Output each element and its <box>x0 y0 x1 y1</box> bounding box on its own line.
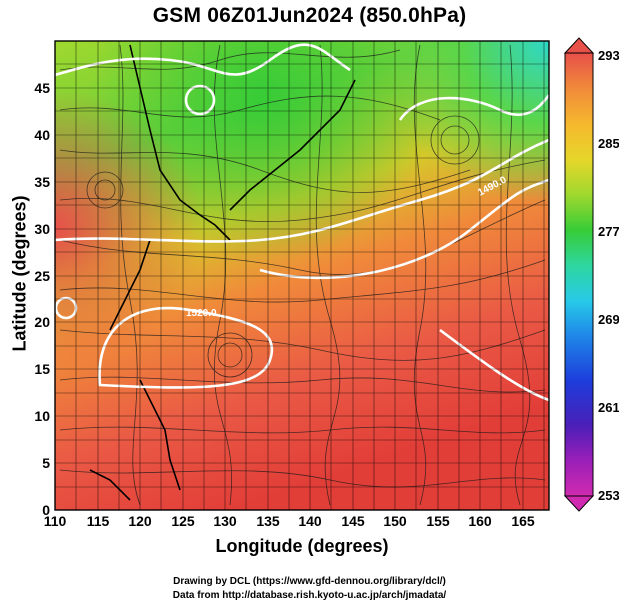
contour-label-1520: 1520.0 <box>186 308 217 319</box>
y-tick-label: 5 <box>42 455 50 471</box>
y-tick-label: 0 <box>42 502 50 518</box>
y-tick-label: 15 <box>34 361 50 377</box>
coastlines <box>89 44 356 501</box>
lat-lon-grid <box>55 41 549 510</box>
x-tick-label: 120 <box>128 513 152 529</box>
colorbar-tick-label: 293 <box>598 48 619 63</box>
colorbar-bottom-arrow <box>563 495 595 512</box>
y-tick-label: 45 <box>34 80 50 96</box>
colorbar-top-arrow <box>563 37 595 54</box>
x-axis-label: Longitude (degrees) <box>215 536 389 556</box>
credit-drawing: Drawing by DCL (https://www.gfd-dennou.o… <box>173 576 446 587</box>
y-tick-label: 40 <box>34 127 50 143</box>
x-axis-ticks: 110 115 120 125 130 135 140 145 150 155 … <box>44 513 535 529</box>
x-tick-label: 110 <box>44 513 67 529</box>
colorbar-tick-label: 269 <box>598 312 619 327</box>
colorbar-tick-label: 285 <box>598 136 619 151</box>
y-axis-ticks: 0 5 10 15 20 25 30 35 40 45 <box>34 80 50 518</box>
x-tick-label: 125 <box>171 513 195 529</box>
colorbar-tick-label: 277 <box>598 224 619 239</box>
colorbar-tick-label: 253 <box>598 488 619 503</box>
x-tick-label: 165 <box>511 513 535 529</box>
temperature-field: 1520.0 1490.0 <box>55 41 549 510</box>
credit-data: Data from http://database.rish.kyoto-u.a… <box>172 590 447 601</box>
colorbar-tick-label: 261 <box>598 400 619 415</box>
x-tick-label: 155 <box>426 513 450 529</box>
y-tick-label: 20 <box>34 314 50 330</box>
map-title: GSM 06Z01Jun2024 (850.0hPa) <box>152 4 467 27</box>
colorbar: 293 285 277 269 261 253 <box>563 37 619 512</box>
x-tick-label: 130 <box>213 513 237 529</box>
x-tick-label: 135 <box>256 513 280 529</box>
x-tick-label: 115 <box>87 513 110 529</box>
y-tick-label: 25 <box>34 268 50 284</box>
colorbar-scale <box>564 52 594 497</box>
x-tick-label: 145 <box>341 513 365 529</box>
streamlines <box>59 44 546 506</box>
y-tick-label: 30 <box>34 221 50 237</box>
x-tick-label: 140 <box>298 513 322 529</box>
x-tick-label: 150 <box>383 513 407 529</box>
y-tick-label: 35 <box>34 174 50 190</box>
y-tick-label: 10 <box>34 408 50 424</box>
plot-frame <box>54 40 550 511</box>
x-tick-label: 160 <box>468 513 492 529</box>
